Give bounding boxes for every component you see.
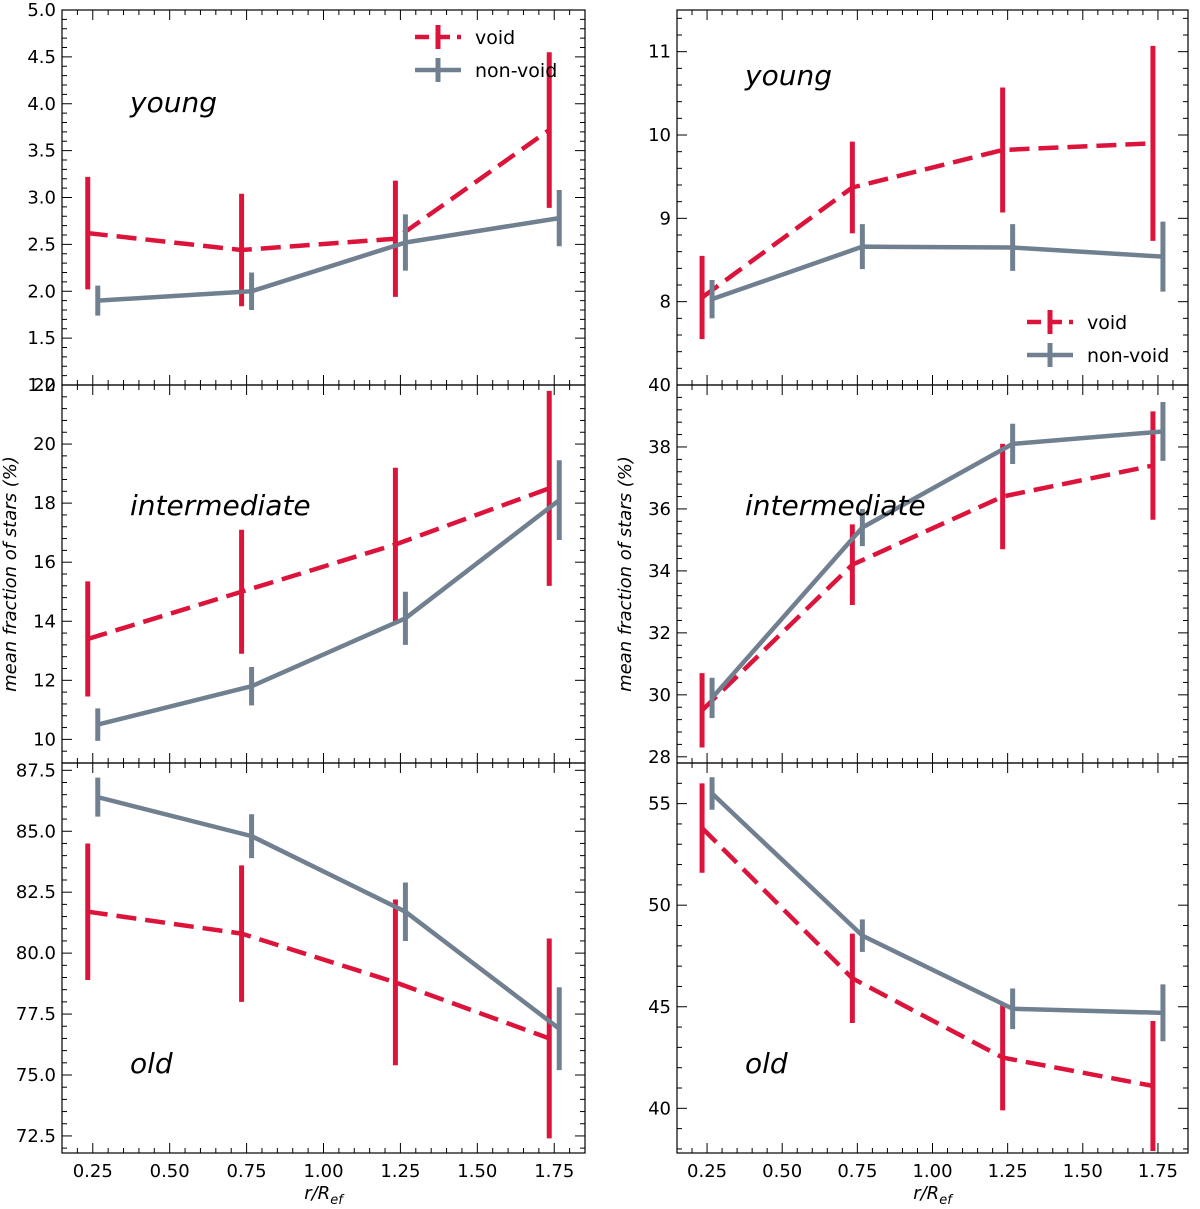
- y-tick-label: 72.5: [16, 1126, 56, 1147]
- y-tick-label: 80.0: [16, 943, 56, 964]
- legend-label-non-void: non-void: [1087, 345, 1169, 367]
- panel-label: old: [130, 1047, 173, 1080]
- y-tick-label: 34: [648, 561, 671, 582]
- y-tick-label: 10: [648, 125, 671, 146]
- y-tick-label: 75.0: [16, 1065, 56, 1086]
- y-tick-label: 87.5: [16, 760, 56, 781]
- x-tick-label: 0.75: [227, 1161, 267, 1182]
- x-tick-label: 1.25: [380, 1161, 420, 1182]
- y-axis-label: mean fraction of stars (%): [615, 456, 636, 692]
- y-tick-label: 82.5: [16, 882, 56, 903]
- x-tick-label: 0.50: [150, 1161, 190, 1182]
- series-line-non-void: [710, 791, 1164, 1016]
- y-tick-label: 45: [648, 997, 671, 1018]
- y-tick-label: 28: [648, 747, 671, 768]
- y-tick-label: 36: [648, 499, 671, 520]
- legend-label-void: void: [475, 27, 515, 49]
- y-tick-label: 2.5: [27, 234, 56, 255]
- plot-frame: [676, 762, 1189, 1154]
- legend: void non-void: [1027, 310, 1169, 367]
- y-tick-label: 3.0: [27, 188, 56, 209]
- y-tick-label: 38: [648, 437, 671, 458]
- y-tick-label: 4.5: [27, 47, 56, 68]
- y-tick-label: 16: [33, 552, 56, 573]
- series-line-void: [700, 463, 1154, 712]
- panel-label: intermediate: [130, 489, 311, 522]
- plot-frame: [676, 384, 1189, 764]
- series-line-void: [87, 486, 551, 642]
- x-tick-label: 1.75: [534, 1161, 574, 1182]
- y-tick-label: 1.0: [27, 375, 56, 396]
- legend-label-non-void: non-void: [475, 60, 557, 82]
- x-tick-label: 1.25: [988, 1161, 1028, 1182]
- y-tick-label: 2.0: [27, 281, 56, 302]
- y-tick-label: 77.5: [16, 1004, 56, 1025]
- panel-right-young: 8 9 10 11 young void non-void: [648, 9, 1189, 386]
- panel-right-old: 0.25 0.50 0.75 1.00 1.25 1.50 1.75 40 45 50 55 old r…: [648, 762, 1189, 1208]
- x-tick-label: 1.00: [912, 1161, 952, 1182]
- x-tick-label: 1.50: [1063, 1161, 1103, 1182]
- x-tick-label: 1.75: [1138, 1161, 1178, 1182]
- series-line-void: [87, 128, 551, 253]
- y-tick-label: 12: [33, 670, 56, 691]
- legend-label-void: void: [1087, 312, 1127, 334]
- series-line-non-void: [97, 215, 560, 303]
- y-tick-label: 14: [33, 611, 56, 632]
- x-axis-label: r/Ref: [304, 1183, 345, 1205]
- panel-label: young: [744, 59, 832, 92]
- panel-label: young: [129, 86, 217, 119]
- series-line-void: [700, 826, 1154, 1089]
- x-tick-label: 1.50: [457, 1161, 497, 1182]
- y-tick-label: 4.0: [27, 94, 56, 115]
- y-tick-label: 11: [648, 42, 671, 63]
- y-tick-label: 3.5: [27, 141, 56, 162]
- series-line-non-void: [710, 429, 1164, 700]
- x-tick-label: 0.25: [687, 1161, 727, 1182]
- y-tick-label: 10: [33, 729, 56, 750]
- y-tick-label: 55: [648, 794, 671, 815]
- panel-label: old: [745, 1047, 788, 1080]
- panel-label: intermediate: [745, 489, 926, 522]
- y-tick-label: 18: [33, 493, 56, 514]
- y-tick-label: 32: [648, 623, 671, 644]
- panel-left-intermediate: 10 12 14 16 18 20 22 intermediate mean fraction …: [0, 375, 586, 764]
- series-line-non-void: [97, 794, 561, 1031]
- y-tick-label: 22: [33, 375, 56, 396]
- y-tick-label: 8: [660, 292, 671, 313]
- series-line-void: [87, 909, 551, 1041]
- x-tick-label: 0.50: [762, 1161, 802, 1182]
- y-tick-label: 30: [648, 685, 671, 706]
- plot-frame: [61, 384, 586, 764]
- series-line-void: [700, 141, 1154, 300]
- legend: void non-void: [415, 25, 557, 82]
- x-tick-label: 1.00: [303, 1161, 343, 1182]
- y-tick-label: 40: [648, 1098, 671, 1119]
- y-tick-label: 20: [33, 434, 56, 455]
- panel-left-old: 0.25 0.50 0.75 1.00 1.25 1.50 1.75 72.5 75.0 77.5…: [16, 760, 586, 1208]
- panel-left-young: 1.0 1.5 2.0 2.5 3.0 3.5 4.0 4.5 5.0 young void non-…: [27, 0, 586, 396]
- y-tick-label: 85.0: [16, 821, 56, 842]
- x-tick-label: 0.75: [837, 1161, 877, 1182]
- y-tick-label: 1.5: [27, 328, 56, 349]
- panel-right-intermediate: 28 30 32 34 36 38 40 intermediate mean fraction …: [615, 375, 1189, 768]
- x-tick-label: 0.25: [73, 1161, 113, 1182]
- series-line-non-void: [97, 498, 561, 727]
- y-tick-label: 40: [648, 375, 671, 396]
- y-tick-label: 5.0: [27, 0, 56, 21]
- x-axis-label: r/Ref: [913, 1183, 954, 1205]
- y-tick-label: 9: [660, 208, 671, 229]
- y-tick-label: 50: [648, 895, 671, 916]
- series-line-non-void: [711, 244, 1164, 302]
- y-axis-label: mean fraction of stars (%): [0, 456, 21, 692]
